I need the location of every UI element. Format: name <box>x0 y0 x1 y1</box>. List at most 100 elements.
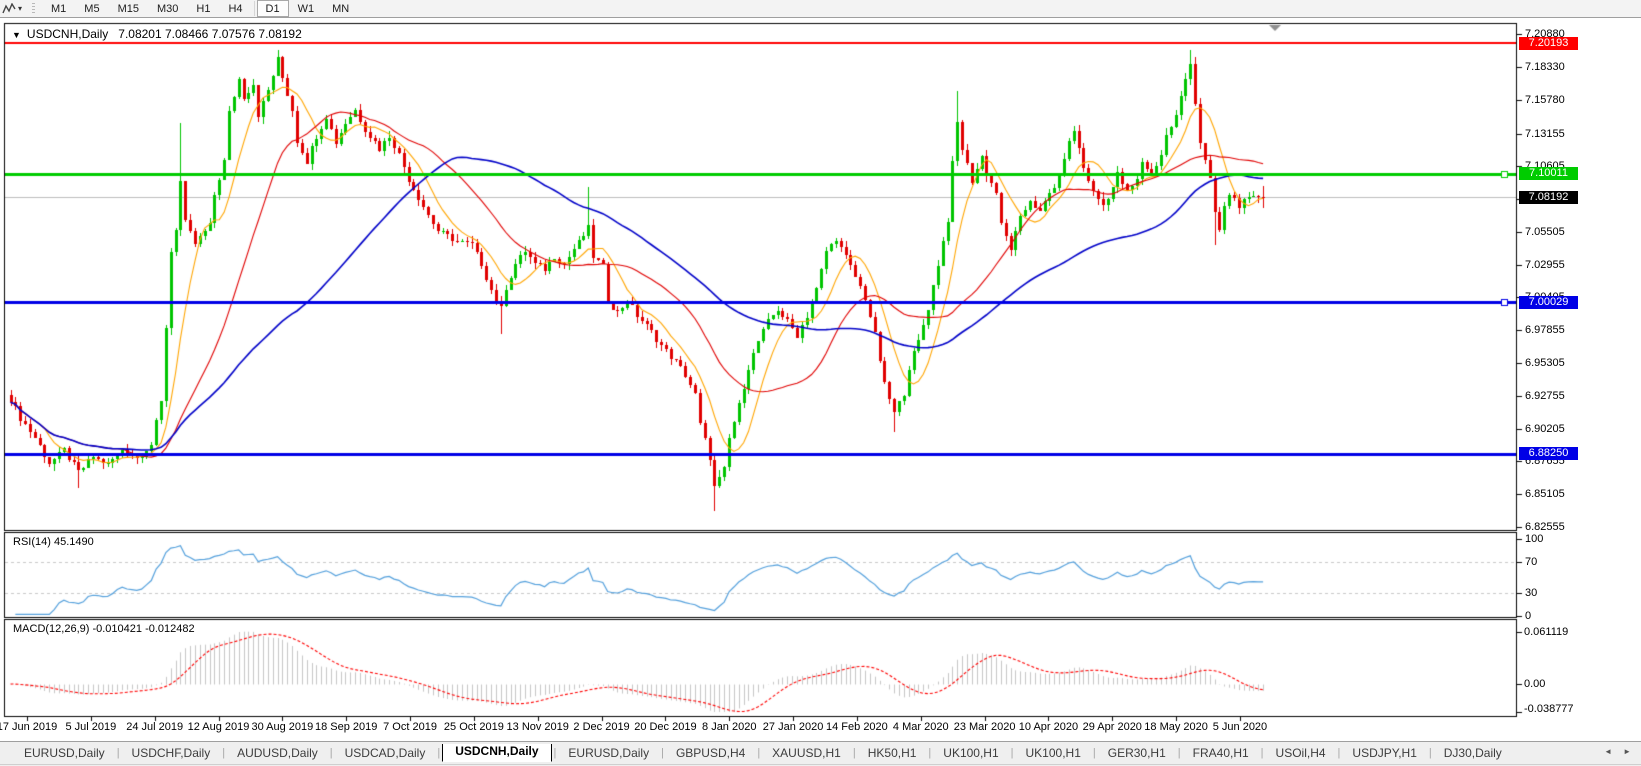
date-axis-label: 7 Oct 2019 <box>383 721 437 733</box>
date-axis-label: 17 Jun 2019 <box>0 721 58 733</box>
date-axis-label: 14 Feb 2020 <box>826 721 888 733</box>
tab-separator: | <box>116 747 120 759</box>
chart-tabs-bar: EURUSD,Daily | USDCHF,Daily | AUDUSD,Daily | U… <box>0 741 1641 765</box>
date-axis-label: 30 Aug 2019 <box>251 721 314 733</box>
tabs-scroll-right-button[interactable]: ► <box>1623 747 1631 756</box>
symbol-period-label: USDCNH,Daily <box>26 27 109 41</box>
period-button-m1[interactable]: M1 <box>51 2 67 15</box>
price-axis-label: 7.02955 <box>1525 258 1565 271</box>
tab-eurusd-daily[interactable]: EURUSD,Daily <box>24 746 105 760</box>
tab-separator: | <box>437 747 441 759</box>
date-axis-label: 12 Aug 2019 <box>187 721 250 733</box>
hline-price-badge: 7.00029 <box>1519 295 1578 309</box>
tab-ger30-h1[interactable]: GER30,H1 <box>1107 746 1166 760</box>
date-axis-label: 27 Jan 2020 <box>762 721 824 733</box>
hline-price-badge: 6.88250 <box>1519 447 1578 461</box>
tab-scroll-arrows: ◄ ► <box>1604 747 1631 756</box>
tab-gbpusd-h4[interactable]: GBPUSD,H4 <box>675 746 746 760</box>
date-axis-label: 20 Dec 2019 <box>634 721 697 733</box>
hline-price-badge: 7.20193 <box>1519 36 1578 50</box>
timeframe-buttons: M1 M5 M15 M30 H1 H4 D1 W1 MN <box>42 0 358 17</box>
price-axis-label: 7.15780 <box>1525 93 1565 106</box>
price-axis-label: 6.92755 <box>1525 389 1565 402</box>
ohlc-values: 7.08201 7.08466 7.07576 7.08192 <box>118 27 302 41</box>
toolbar-drag-handle[interactable] <box>32 3 36 14</box>
date-axis-label: 18 May 2020 <box>1144 721 1208 733</box>
tab-uk100-h1[interactable]: UK100,H1 <box>1025 746 1081 760</box>
period-button-h4[interactable]: H4 <box>228 2 243 15</box>
tab-usdcad-daily[interactable]: USDCAD,Daily <box>344 746 426 760</box>
tab-separator: | <box>553 747 557 759</box>
tab-separator: | <box>1092 747 1096 759</box>
current-price-badge: 7.08192 <box>1519 190 1578 204</box>
chart-tabs: EURUSD,Daily | USDCHF,Daily | AUDUSD,Daily | U… <box>0 744 1512 762</box>
tab-separator: | <box>1428 747 1432 759</box>
macd-axis-label: -0.038777 <box>1524 703 1574 715</box>
date-axis-label: 24 Jul 2019 <box>126 721 184 733</box>
macd-axis-label: 0.00 <box>1524 678 1546 690</box>
date-axis-label: 13 Nov 2019 <box>506 721 569 733</box>
period-button-d1[interactable]: D1 <box>256 0 289 17</box>
date-axis-label: 5 Jun 2020 <box>1212 721 1268 733</box>
tab-separator: | <box>1337 747 1341 759</box>
date-axis-label: 23 Mar 2020 <box>953 721 1016 733</box>
rsi-axis-label: 70 <box>1525 556 1538 569</box>
tab-fra40-h1[interactable]: FRA40,H1 <box>1192 746 1249 760</box>
date-axis-label: 5 Jul 2019 <box>65 721 117 733</box>
tab-dj30-daily[interactable]: DJ30,Daily <box>1443 746 1502 760</box>
period-button-m5[interactable]: M5 <box>84 2 100 15</box>
price-axis-label: 6.85105 <box>1525 488 1565 501</box>
tab-separator: | <box>1010 747 1014 759</box>
price-axis-label: 6.97855 <box>1525 324 1565 337</box>
tab-eurusd-daily[interactable]: EURUSD,Daily <box>568 746 650 760</box>
price-axis-label: 7.13155 <box>1525 127 1565 140</box>
period-button-m15[interactable]: M15 <box>117 2 139 15</box>
rsi-indicator-label: RSI(14) 45.1490 <box>13 536 94 548</box>
date-axis-label: 8 Jan 2020 <box>702 721 757 733</box>
period-button-w1[interactable]: W1 <box>297 2 315 15</box>
tab-hk50-h1[interactable]: HK50,H1 <box>867 746 917 760</box>
tab-uk100-h1[interactable]: UK100,H1 <box>943 746 999 760</box>
period-button-m30[interactable]: M30 <box>156 2 179 15</box>
tab-audusd-daily[interactable]: AUDUSD,Daily <box>237 746 318 760</box>
tab-separator: | <box>661 747 664 759</box>
tab-usdcnh-daily[interactable]: USDCNH,Daily <box>442 744 552 762</box>
tab-xauusd-h1[interactable]: XAUUSD,H1 <box>772 746 841 760</box>
rsi-axis-label: 0 <box>1525 610 1532 622</box>
symbol-menu-caret-icon[interactable]: ▼ <box>12 30 21 40</box>
line-tool-caret-icon[interactable]: ▾ <box>18 4 23 13</box>
date-axis-label: 25 Oct 2019 <box>443 721 504 733</box>
tab-usdjpy-h1[interactable]: USDJPY,H1 <box>1352 746 1417 760</box>
macd-axis-label: 0.061119 <box>1524 626 1569 639</box>
tab-usoil-h4[interactable]: USOil,H4 <box>1275 746 1326 760</box>
line-tool-icon[interactable] <box>2 2 16 15</box>
tab-separator: | <box>928 747 932 759</box>
price-axis-label: 6.90205 <box>1525 422 1565 435</box>
price-axis-label: 7.05505 <box>1525 225 1565 238</box>
tab-separator: | <box>329 747 333 759</box>
date-axis-label: 4 Mar 2020 <box>892 721 949 733</box>
rsi-axis-label: 100 <box>1525 533 1544 545</box>
period-button-h1[interactable]: H1 <box>196 2 211 15</box>
tab-separator: | <box>852 747 856 759</box>
chart-title: ▼ USDCNH,Daily 7.08201 7.08466 7.07576 7.0… <box>12 27 302 41</box>
tabs-scroll-left-button[interactable]: ◄ <box>1604 747 1613 756</box>
tab-separator: | <box>1260 747 1264 759</box>
date-axis-label: 10 Apr 2020 <box>1018 721 1079 733</box>
tab-separator: | <box>1177 747 1181 759</box>
tab-separator: | <box>222 747 226 759</box>
date-axis-label: 18 Sep 2019 <box>314 721 378 733</box>
tab-usdchf-daily[interactable]: USDCHF,Daily <box>131 746 211 760</box>
price-axis-label: 7.18330 <box>1525 61 1565 74</box>
price-axis-label: 6.82555 <box>1525 520 1565 533</box>
macd-indicator-label: MACD(12,26,9) -0.010421 -0.012482 <box>13 623 195 635</box>
date-axis-label: 2 Dec 2019 <box>573 721 630 733</box>
rsi-axis-label: 30 <box>1525 586 1538 599</box>
price-axis-label: 6.95305 <box>1525 357 1565 369</box>
toolbar: ▾ M1 M5 M15 M30 H1 H4 D1 W1 MN <box>0 0 1641 18</box>
date-axis-label: 29 Apr 2020 <box>1082 721 1142 733</box>
status-strip <box>0 764 1641 766</box>
period-button-mn[interactable]: MN <box>332 2 350 15</box>
